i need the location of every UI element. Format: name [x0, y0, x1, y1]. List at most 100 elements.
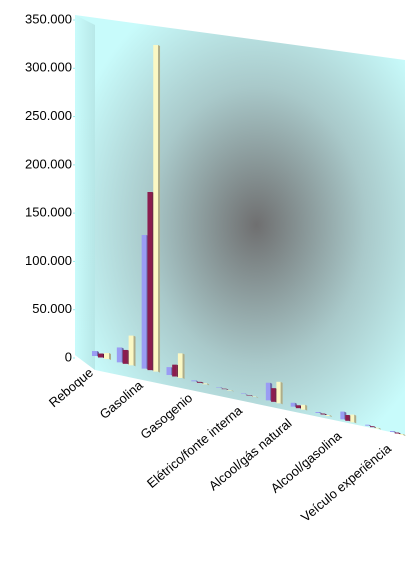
bar [370, 426, 376, 429]
bar [196, 381, 204, 384]
bar [202, 383, 210, 386]
bar-face [231, 390, 234, 392]
bar [246, 395, 253, 397]
bar-face [250, 395, 253, 397]
bar-face [305, 404, 308, 411]
back-wall [75, 15, 405, 435]
bar-face [98, 353, 103, 358]
bar [315, 412, 322, 414]
bar-face [128, 335, 134, 366]
bar-face [271, 388, 276, 402]
bar-face [195, 380, 198, 383]
bar-face [220, 387, 223, 389]
bar-face [370, 426, 374, 428]
bar-face [393, 431, 396, 433]
bar-face [290, 402, 295, 407]
bar-face [245, 393, 248, 395]
bar-face [319, 412, 322, 414]
bar-face [319, 412, 322, 414]
bar-face [245, 393, 248, 395]
y-tick-label: 250.000 [25, 108, 72, 123]
bar-face [315, 412, 320, 413]
bar-face [231, 390, 234, 392]
bar-face [345, 415, 350, 421]
bar-face [201, 381, 204, 384]
bar-face [399, 434, 404, 435]
bar-face [305, 404, 308, 411]
bar-face [369, 424, 372, 427]
y-tick-label: 0 [65, 349, 72, 364]
bar-face [390, 431, 394, 432]
x-tick-label: Gasogenio [137, 390, 195, 442]
bar-face [158, 45, 161, 373]
bar-face [324, 413, 327, 416]
bar [301, 404, 308, 411]
bar-face [369, 424, 372, 427]
y-tick-label: 200.000 [25, 156, 72, 171]
bar [390, 431, 396, 433]
bar-face [403, 434, 406, 436]
bar-face [195, 380, 198, 383]
bar-face [196, 381, 202, 383]
bar-face [202, 383, 208, 385]
bar-face [133, 335, 136, 367]
bar [141, 235, 149, 370]
bar-face [207, 383, 210, 386]
bar-face [280, 381, 283, 405]
bar-face [109, 353, 111, 360]
bar-face [153, 45, 159, 372]
bar-face [295, 405, 300, 409]
bar-face [398, 432, 401, 435]
bar-face [378, 427, 381, 430]
bar-face [265, 382, 271, 401]
bar-face [116, 347, 122, 363]
bar-face [365, 424, 370, 426]
bar-face [340, 411, 345, 420]
bar [365, 424, 372, 427]
bar-face [394, 432, 399, 434]
x-tick-label: Reboque [46, 365, 96, 410]
bar-face [141, 235, 147, 369]
bar [251, 396, 259, 398]
bar-face [220, 387, 223, 389]
bar [276, 381, 283, 405]
bar [241, 393, 248, 395]
bar [104, 353, 111, 360]
bar-face [177, 353, 183, 378]
bar-face [354, 414, 357, 424]
bar [177, 353, 185, 379]
bar [191, 380, 198, 383]
bar-face [207, 383, 210, 386]
bar-face [256, 396, 259, 398]
side-wall [75, 15, 95, 370]
bar-face [172, 364, 177, 377]
y-tick-label: 50.000 [32, 301, 72, 316]
bar [227, 390, 234, 392]
bar [216, 387, 223, 389]
bar [394, 432, 401, 435]
bar [166, 367, 174, 376]
bar-face [133, 335, 136, 367]
bar [147, 191, 155, 372]
bar-face [329, 415, 332, 417]
y-tick-label: 150.000 [25, 205, 72, 220]
bar-face [373, 426, 376, 429]
bar [350, 414, 357, 424]
bar-face [325, 415, 330, 416]
bar-face [276, 381, 281, 404]
bar [153, 45, 161, 373]
bar-face [182, 353, 185, 379]
bar [320, 413, 327, 416]
bar-face [147, 191, 153, 371]
bar-face [354, 414, 357, 424]
bar-face [104, 353, 109, 359]
bar [128, 335, 136, 367]
bar-face [166, 367, 172, 375]
y-tick-label: 300.000 [25, 60, 72, 75]
bar [116, 347, 124, 364]
bar [172, 364, 179, 378]
bar [374, 427, 381, 430]
bar-face [398, 432, 401, 435]
bar [325, 415, 332, 417]
